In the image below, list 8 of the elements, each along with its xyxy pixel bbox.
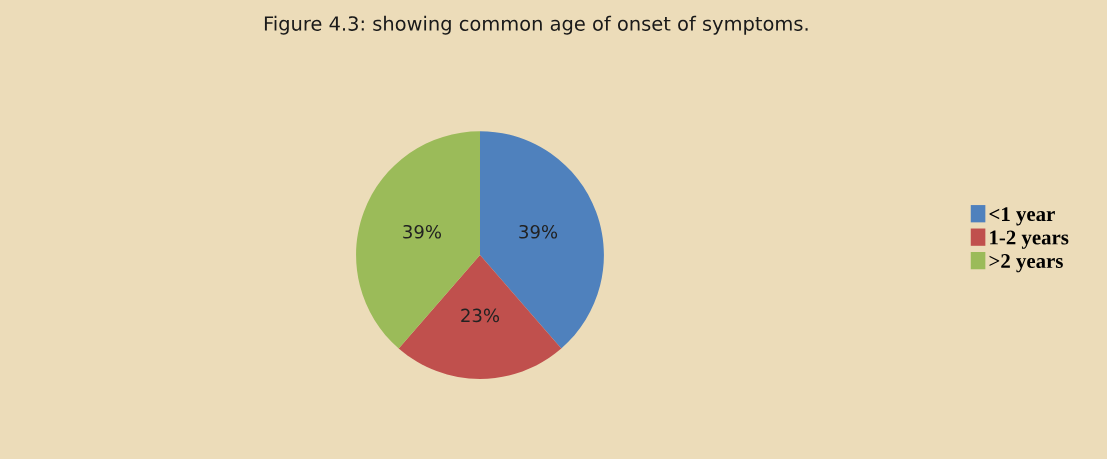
- pie-slice: [398, 255, 562, 379]
- data-label: 39%: [519, 224, 558, 239]
- data-label: 39%: [403, 224, 442, 239]
- legend-label: <1 year: [989, 207, 1055, 226]
- legend-label: >2 years: [989, 254, 1063, 273]
- chart-title: Figure 4.3: showing common age of onset of symptoms.: [264, 15, 808, 35]
- legend-label: 1-2 years: [990, 230, 1069, 249]
- data-label: 23%: [461, 308, 500, 323]
